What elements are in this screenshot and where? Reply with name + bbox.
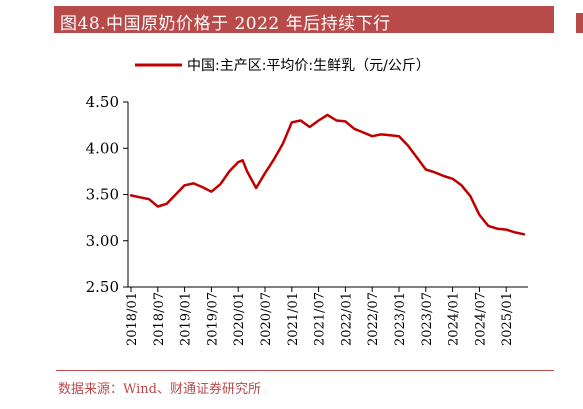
x-tick-label: 2024/01 (447, 292, 462, 346)
title-bar: 图48.中国原奶价格于 2022 年后持续下行 (54, 6, 554, 34)
source-note: 数据来源：Wind、财通证券研究所 (58, 382, 261, 397)
x-tick-label: 2023/07 (420, 292, 435, 346)
x-tick-label: 2024/07 (473, 292, 488, 346)
y-tick-label: 2.50 (86, 278, 119, 296)
x-tick-label: 2021/07 (313, 292, 328, 346)
x-tick-label: 2019/07 (205, 292, 220, 346)
x-tick-label: 2018/07 (152, 292, 167, 346)
y-tick-label: 4.50 (86, 93, 119, 111)
y-tick-label: 4.00 (86, 139, 119, 157)
chart: 2.50 3.00 3.50 4.00 4.50 2018/01 2018/07 2019/0… (86, 58, 528, 346)
series-line-raw-milk-price (129, 113, 526, 236)
y-tick-label: 3.50 (86, 186, 119, 204)
source-divider (56, 370, 554, 371)
x-tick-label: 2020/07 (259, 292, 274, 346)
x-tick-label: 2021/01 (286, 292, 301, 346)
chart-title: 图48.中国原奶价格于 2022 年后持续下行 (60, 14, 391, 34)
x-tick-label: 2019/01 (179, 292, 194, 346)
legend-label: 中国:主产区:平均价:生鲜乳（元/公斤） (187, 58, 430, 74)
x-tick-label: 2020/01 (232, 292, 247, 346)
x-tick-label: 2022/07 (366, 292, 381, 346)
adjacent-figure-edge (576, 13, 583, 33)
x-tick-label: 2022/01 (339, 292, 354, 346)
x-tick-label: 2023/01 (393, 292, 408, 346)
x-tick-label: 2025/01 (500, 292, 515, 346)
x-tick-label: 2018/01 (125, 292, 140, 346)
y-tick-label: 3.00 (86, 232, 119, 250)
